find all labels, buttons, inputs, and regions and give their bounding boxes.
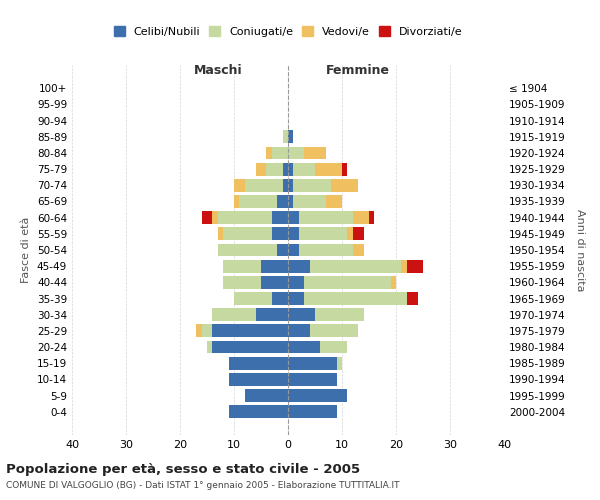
Bar bbox=[202, 211, 212, 224]
Bar bbox=[299, 244, 353, 256]
Bar bbox=[407, 260, 423, 272]
Bar bbox=[196, 324, 202, 338]
Bar bbox=[256, 162, 266, 175]
Bar bbox=[315, 162, 342, 175]
Bar bbox=[212, 324, 288, 338]
Bar bbox=[229, 356, 288, 370]
Bar bbox=[331, 179, 358, 192]
Bar bbox=[207, 340, 212, 353]
Bar bbox=[304, 292, 407, 305]
Bar bbox=[288, 130, 293, 143]
Bar bbox=[288, 292, 304, 305]
Bar bbox=[293, 195, 326, 208]
Bar bbox=[218, 228, 223, 240]
Y-axis label: Anni di nascita: Anni di nascita bbox=[575, 209, 585, 291]
Bar bbox=[261, 276, 288, 289]
Bar bbox=[353, 211, 369, 224]
Bar bbox=[283, 179, 288, 192]
Bar bbox=[239, 195, 277, 208]
Bar bbox=[288, 276, 304, 289]
Bar bbox=[277, 244, 288, 256]
Bar bbox=[310, 324, 358, 338]
Bar bbox=[229, 405, 288, 418]
Bar bbox=[299, 228, 347, 240]
Bar bbox=[353, 244, 364, 256]
Bar bbox=[288, 389, 347, 402]
Bar bbox=[288, 356, 337, 370]
Bar bbox=[320, 340, 347, 353]
Bar bbox=[245, 389, 288, 402]
Bar bbox=[326, 195, 342, 208]
Bar bbox=[266, 146, 272, 160]
Bar bbox=[369, 211, 374, 224]
Bar bbox=[342, 162, 347, 175]
Bar bbox=[212, 211, 218, 224]
Text: COMUNE DI VALGOGLIO (BG) - Dati ISTAT 1° gennaio 2005 - Elaborazione TUTTITALIA.: COMUNE DI VALGOGLIO (BG) - Dati ISTAT 1°… bbox=[6, 481, 400, 490]
Bar bbox=[266, 162, 283, 175]
Bar bbox=[223, 276, 261, 289]
Bar bbox=[304, 146, 326, 160]
Bar bbox=[234, 195, 239, 208]
Bar bbox=[288, 162, 293, 175]
Text: Popolazione per età, sesso e stato civile - 2005: Popolazione per età, sesso e stato civil… bbox=[6, 462, 360, 475]
Bar bbox=[288, 373, 337, 386]
Bar bbox=[293, 162, 315, 175]
Bar bbox=[288, 211, 299, 224]
Text: Femmine: Femmine bbox=[326, 64, 390, 77]
Bar bbox=[272, 228, 288, 240]
Bar bbox=[288, 405, 337, 418]
Bar bbox=[288, 340, 320, 353]
Bar bbox=[299, 211, 353, 224]
Y-axis label: Fasce di età: Fasce di età bbox=[22, 217, 31, 283]
Bar bbox=[223, 228, 272, 240]
Bar bbox=[304, 276, 391, 289]
Bar bbox=[288, 146, 304, 160]
Bar bbox=[347, 228, 353, 240]
Bar bbox=[401, 260, 407, 272]
Bar bbox=[234, 179, 245, 192]
Bar bbox=[202, 324, 212, 338]
Bar bbox=[315, 308, 364, 321]
Bar bbox=[277, 195, 288, 208]
Bar bbox=[229, 373, 288, 386]
Bar bbox=[212, 308, 256, 321]
Bar bbox=[288, 179, 293, 192]
Bar bbox=[288, 244, 299, 256]
Bar bbox=[391, 276, 396, 289]
Bar bbox=[212, 340, 288, 353]
Bar bbox=[272, 211, 288, 224]
Bar bbox=[283, 162, 288, 175]
Bar bbox=[223, 260, 261, 272]
Text: Maschi: Maschi bbox=[193, 64, 242, 77]
Legend: Celibi/Nubili, Coniugati/e, Vedovi/e, Divorziati/e: Celibi/Nubili, Coniugati/e, Vedovi/e, Di… bbox=[110, 22, 466, 40]
Bar bbox=[288, 228, 299, 240]
Bar bbox=[272, 146, 288, 160]
Bar bbox=[272, 292, 288, 305]
Bar bbox=[288, 308, 315, 321]
Bar bbox=[288, 260, 310, 272]
Bar bbox=[218, 244, 277, 256]
Bar bbox=[293, 179, 331, 192]
Bar bbox=[407, 292, 418, 305]
Bar bbox=[245, 179, 283, 192]
Bar bbox=[310, 260, 401, 272]
Bar bbox=[261, 260, 288, 272]
Bar bbox=[218, 211, 272, 224]
Bar bbox=[288, 324, 310, 338]
Bar bbox=[234, 292, 272, 305]
Bar bbox=[353, 228, 364, 240]
Bar bbox=[337, 356, 342, 370]
Bar bbox=[256, 308, 288, 321]
Bar bbox=[283, 130, 288, 143]
Bar bbox=[288, 195, 293, 208]
